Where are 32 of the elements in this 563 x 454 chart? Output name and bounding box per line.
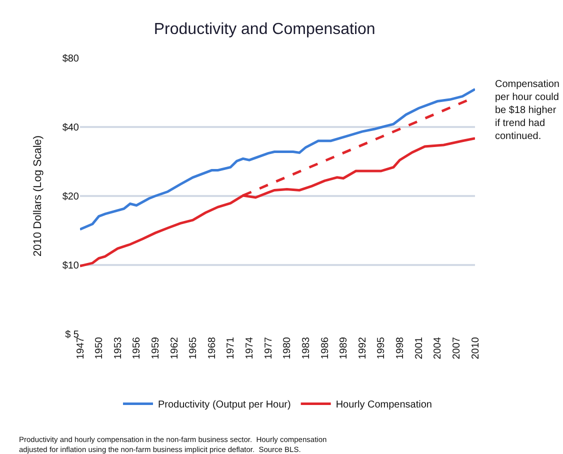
legend-label: Hourly Compensation	[336, 400, 432, 411]
y-tick-label: $10	[62, 260, 80, 272]
x-tick-label: 1983	[300, 336, 312, 360]
x-tick-label: 2010	[470, 336, 482, 360]
x-tick-label: 1953	[112, 336, 124, 360]
x-tick-label: 2001	[414, 336, 425, 360]
x-tick-label: 1974	[244, 336, 256, 360]
y-tick-label: $20	[62, 192, 80, 202]
chart-title: Productivity and Compensation	[154, 20, 376, 38]
y-tick-label: $40	[62, 122, 80, 134]
x-tick-label: 1947	[75, 336, 86, 360]
x-tick-label: 1989	[338, 336, 350, 360]
x-tick-label: 1977	[263, 336, 274, 360]
x-tick-label: 1971	[226, 336, 237, 360]
x-tick-label: 1950	[94, 336, 106, 360]
y-tick-label: $80	[62, 54, 80, 64]
x-tick-label: 1986	[320, 336, 331, 360]
x-tick-label: 1998	[395, 336, 406, 360]
x-tick-label: 1980	[282, 336, 294, 360]
x-tick-label: 2004	[432, 336, 444, 360]
x-tick-label: 1968	[206, 336, 218, 360]
x-tick-label: 1962	[169, 336, 180, 360]
x-tick-label: 1992	[357, 336, 368, 360]
x-tick-label: 1956	[132, 336, 143, 360]
legend-label: Productivity (Output per Hour)	[158, 400, 291, 411]
x-tick-label: 1959	[150, 336, 162, 360]
y-axis-title: 2010 Dollars (Log Scale)	[32, 135, 44, 257]
text: Compensation per hour could be $18 higher if trend had continued.	[495, 79, 560, 142]
x-tick-label: 1965	[188, 336, 200, 360]
x-tick-label: 1995	[376, 336, 388, 360]
line-series	[80, 88, 475, 231]
x-tick-label: 2007	[451, 336, 462, 360]
